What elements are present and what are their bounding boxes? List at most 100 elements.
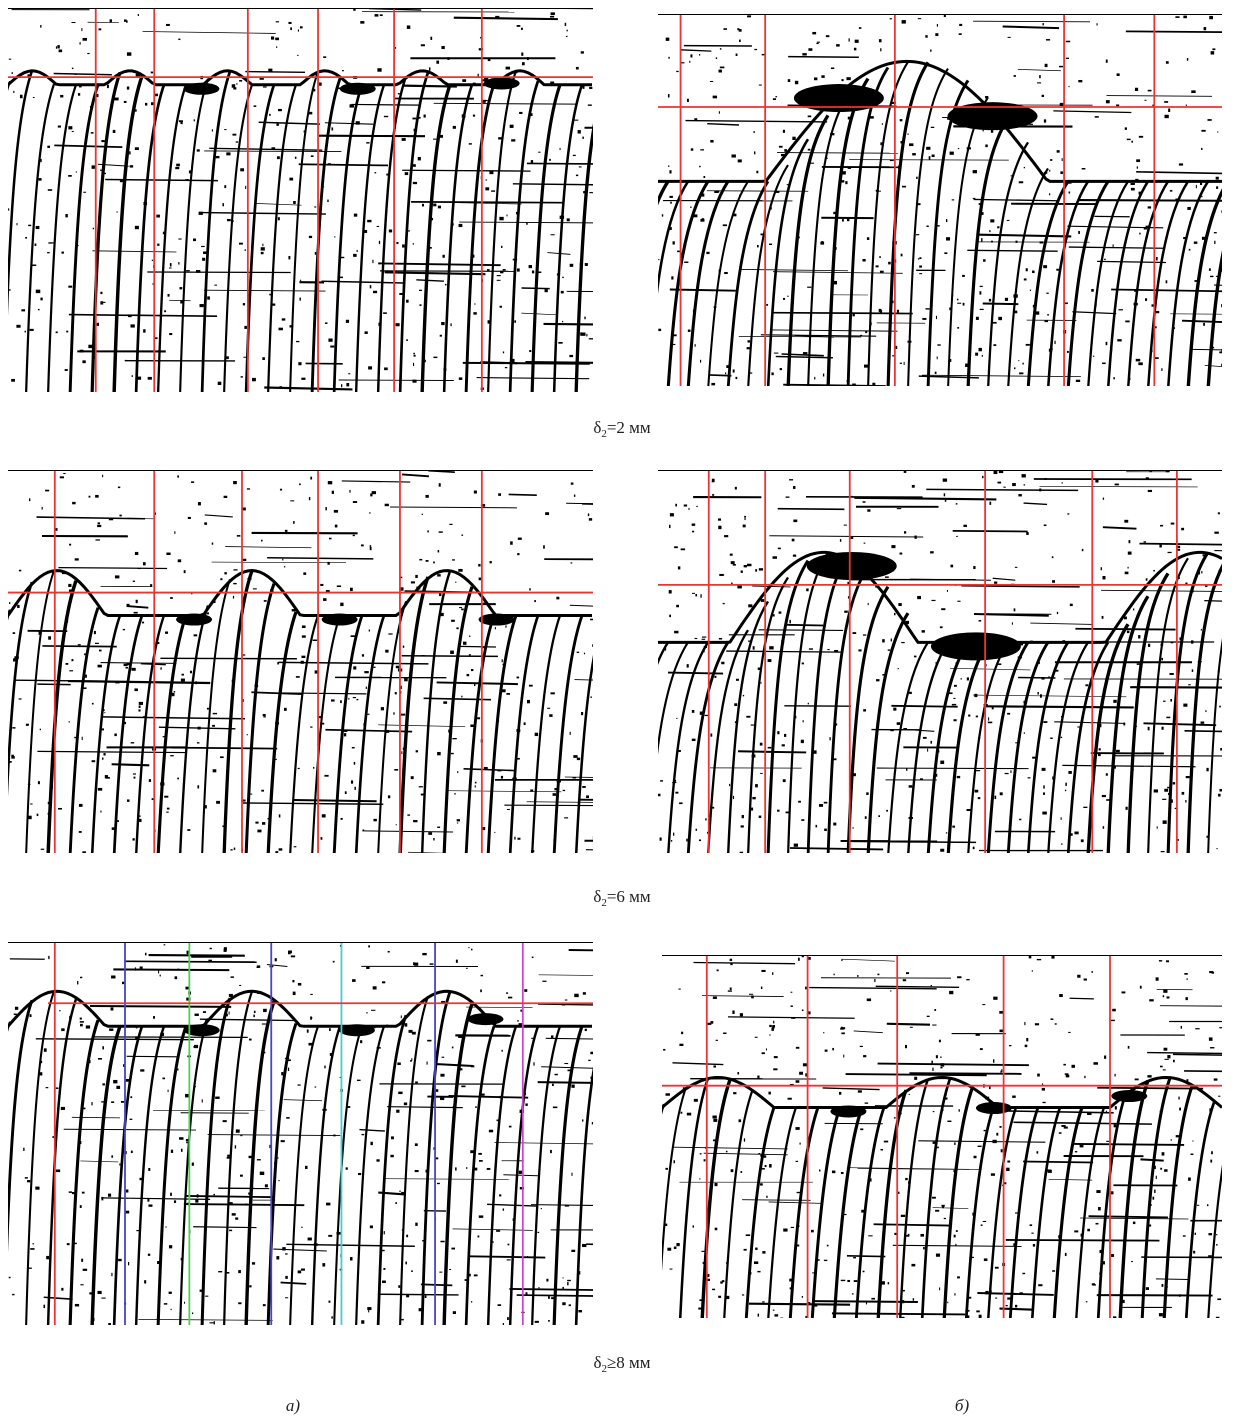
speckle <box>993 322 997 324</box>
speckle <box>451 1248 455 1250</box>
caption: δ2=6 мм <box>593 887 651 909</box>
speckle <box>430 963 434 964</box>
speckle <box>888 262 891 265</box>
speckle <box>733 796 734 799</box>
speckle <box>692 739 696 741</box>
blob <box>479 614 515 626</box>
speckle <box>1209 1037 1213 1040</box>
speckle <box>301 656 305 658</box>
speckle <box>140 1069 144 1071</box>
speckle <box>131 1151 133 1153</box>
speckle <box>439 483 441 486</box>
speckle <box>459 377 462 380</box>
speckle <box>841 1032 844 1034</box>
speckle <box>999 471 1003 473</box>
speckle <box>1163 1069 1166 1070</box>
speckle <box>29 1268 32 1269</box>
speckle <box>696 829 698 831</box>
speckle <box>940 626 943 628</box>
speckle <box>303 572 306 575</box>
speckle <box>373 819 376 821</box>
speckle <box>519 112 522 114</box>
speckle <box>863 634 866 635</box>
speckle <box>305 1166 308 1169</box>
speckle <box>69 544 71 546</box>
speckle <box>379 241 380 244</box>
speckle <box>995 796 997 799</box>
speckle <box>699 839 701 841</box>
speckle <box>282 1247 285 1250</box>
speckle <box>232 84 235 87</box>
speckle <box>1117 339 1121 341</box>
speckle <box>920 778 923 779</box>
speckle <box>368 366 372 369</box>
speckle <box>36 290 41 293</box>
speckle <box>982 355 983 357</box>
speckle <box>474 684 475 686</box>
speckle <box>690 207 691 208</box>
streak <box>569 950 626 951</box>
speckle <box>418 157 421 160</box>
speckle <box>744 1138 745 1141</box>
speckle <box>744 516 746 517</box>
speckle <box>824 1260 827 1261</box>
speckle <box>1201 571 1202 573</box>
speckle <box>1078 231 1080 234</box>
speckle <box>827 649 829 650</box>
speckle <box>322 1263 325 1266</box>
speckle <box>342 70 344 71</box>
speckle <box>69 670 73 671</box>
speckle <box>330 346 334 348</box>
speckle <box>713 997 717 999</box>
speckle <box>310 1017 312 1019</box>
speckle <box>789 479 793 480</box>
speckle <box>1114 1124 1116 1127</box>
speckle <box>897 722 900 725</box>
speckle <box>293 201 296 204</box>
speckle <box>1210 276 1213 277</box>
streak <box>454 18 558 19</box>
speckle <box>98 522 100 524</box>
speckle <box>926 147 930 150</box>
streak <box>759 630 843 631</box>
speckle <box>819 1170 820 1172</box>
speckle <box>411 1058 412 1060</box>
speckle <box>456 627 458 629</box>
speckle <box>1049 170 1050 172</box>
speckle <box>233 481 237 484</box>
speckle <box>581 51 584 53</box>
speckle <box>433 357 437 358</box>
striation <box>614 1107 642 1323</box>
speckle <box>1148 206 1151 208</box>
speckle <box>1203 323 1205 326</box>
speckle <box>712 494 714 496</box>
speckle <box>1127 139 1131 140</box>
speckle <box>765 1165 767 1167</box>
speckle <box>262 822 265 825</box>
speckle <box>585 263 588 266</box>
speckle <box>32 1243 34 1244</box>
speckle <box>795 1127 799 1130</box>
streak <box>1184 1071 1235 1072</box>
speckle <box>107 85 109 88</box>
speckle <box>832 1171 835 1174</box>
streak <box>783 385 886 386</box>
speckle <box>35 1187 39 1190</box>
speckle <box>867 237 869 240</box>
speckle <box>44 1048 47 1051</box>
speckle <box>721 662 724 664</box>
speckle <box>973 170 977 173</box>
speckle <box>816 825 818 828</box>
speckle <box>16 325 20 328</box>
speckle <box>1042 1088 1045 1091</box>
speckle <box>527 1256 528 1258</box>
speckle <box>157 244 159 246</box>
speckle <box>1031 1233 1033 1234</box>
speckle <box>325 507 326 510</box>
speckle <box>1007 220 1010 221</box>
speckle <box>525 1103 527 1105</box>
speckle <box>1059 994 1063 997</box>
speckle <box>19 570 21 572</box>
speckle <box>160 667 161 669</box>
speckle <box>235 1217 238 1219</box>
